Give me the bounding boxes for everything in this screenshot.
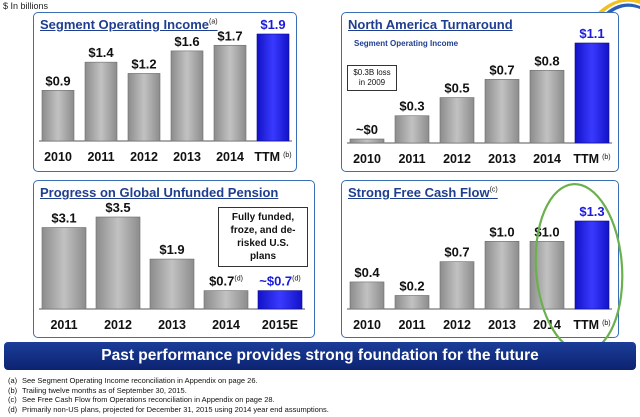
value-label: $3.1 xyxy=(51,211,76,226)
category-label: 2012 xyxy=(443,318,471,332)
value-label: $0.7 xyxy=(444,245,469,260)
panel-subtitle: Segment Operating Income xyxy=(354,39,459,48)
category-label: 2011 xyxy=(398,318,425,332)
panel-segment-operating-income: Segment Operating Income(a) $0.9 2010 $1.4… xyxy=(33,12,297,172)
bar-2013 xyxy=(484,79,520,144)
category-label: 2010 xyxy=(353,318,381,332)
category-label: 2014 xyxy=(533,152,561,166)
funded-plans-annotation: Fully funded, froze, and de-risked U.S. … xyxy=(218,207,308,267)
category-label: 2014 xyxy=(533,318,561,332)
footnote: (a) See Segment Operating Income reconcil… xyxy=(8,376,258,385)
value-label: ~$0.7(d) xyxy=(259,274,300,289)
chart-north-america-turnaround: ~$0 2010 $0.3 2011 $0.5 2012 $0.7 2013 $0.8 2014 $… xyxy=(347,26,612,166)
category-label: 2012 xyxy=(104,318,132,332)
category-label: TTM (b) xyxy=(573,318,610,332)
chart-strong-free-cash-flow: $0.4 2010 $0.2 2011 $0.7 2012 $1.0 2013 $1.0 2014… xyxy=(347,204,612,332)
value-label: $0.5 xyxy=(444,81,469,96)
category-label: 2010 xyxy=(44,150,72,164)
category-label: 2015E xyxy=(262,318,298,332)
bar-2014 xyxy=(529,69,565,144)
value-label: $1.4 xyxy=(88,45,114,60)
bar-2010 xyxy=(41,90,75,142)
bar-2012 xyxy=(127,73,161,142)
category-label: 2011 xyxy=(398,152,425,166)
category-label: 2012 xyxy=(443,152,471,166)
value-label: $3.5 xyxy=(105,200,130,215)
value-label: $1.1 xyxy=(579,26,604,41)
bar-2014 xyxy=(213,44,247,142)
bar-2014 xyxy=(529,241,565,310)
bar-2011 xyxy=(84,61,118,142)
footnote: (c) See Free Cash Flow from Operations re… xyxy=(8,395,275,404)
bar-2010 xyxy=(349,138,385,144)
category-label: 2014 xyxy=(216,150,244,164)
chart-segment-operating-income: $0.9 2010 $1.4 2011 $1.2 2012 $1.6 2013 $1.7 2014… xyxy=(39,17,292,164)
summary-banner: Past performance provides strong foundat… xyxy=(4,342,636,370)
bar-2015e xyxy=(257,290,303,310)
bar-2012 xyxy=(439,261,475,310)
value-label: $1.0 xyxy=(534,224,559,239)
category-label: 2010 xyxy=(353,152,381,166)
bar-2011 xyxy=(394,295,430,310)
value-label: $1.2 xyxy=(131,56,156,71)
value-label: $0.8 xyxy=(534,53,559,68)
bar-ttm xyxy=(256,33,290,142)
unit-label: $ In billions xyxy=(3,1,49,11)
panel-title: North America Turnaround xyxy=(348,17,513,32)
category-label: 2013 xyxy=(158,318,186,332)
value-label: $0.3 xyxy=(399,99,424,114)
bar-2013 xyxy=(484,241,520,310)
bar-2011 xyxy=(394,115,430,144)
category-label: 2012 xyxy=(130,150,158,164)
bar-ttm xyxy=(574,42,610,144)
footnote: (d) Primarily non-US plans, projected for… xyxy=(8,404,329,414)
value-label: $1.9 xyxy=(260,17,285,32)
category-label: 2011 xyxy=(87,150,114,164)
value-label: ~$0 xyxy=(356,122,378,137)
category-label: TTM (b) xyxy=(254,150,291,164)
value-label: $0.9 xyxy=(45,73,70,88)
bar-2011 xyxy=(41,227,87,310)
category-label: TTM (b) xyxy=(573,152,610,166)
bar-2013 xyxy=(170,50,204,142)
value-label: $1.6 xyxy=(174,34,199,49)
category-label: 2013 xyxy=(488,152,516,166)
panel-title: Segment Operating Income(a) xyxy=(40,17,218,32)
bar-2012 xyxy=(95,216,141,310)
footnote: (b) Trailing twelve months as of Septembe… xyxy=(8,385,187,395)
category-label: 2011 xyxy=(50,318,77,332)
footnotes: (a) See Segment Operating Income reconcil… xyxy=(8,376,329,414)
chart-global-unfunded-pension: $3.1 2011 $3.5 2012 $1.9 2013 $0.7(d) 2014 ~$0.7… xyxy=(39,200,305,332)
value-label: $1.0 xyxy=(489,224,514,239)
loss-annotation: $0.3B loss in 2009 xyxy=(347,65,397,91)
bar-2014 xyxy=(203,290,249,310)
panel-title: Progress on Global Unfunded Pension xyxy=(40,185,279,200)
value-label: $0.7(d) xyxy=(209,274,243,289)
value-label: $0.7 xyxy=(489,62,514,77)
category-label: 2014 xyxy=(212,318,240,332)
value-label: $0.4 xyxy=(354,265,380,280)
category-label: 2013 xyxy=(488,318,516,332)
category-label: 2013 xyxy=(173,150,201,164)
bar-2012 xyxy=(439,97,475,144)
bar-2010 xyxy=(349,281,385,310)
value-label: $1.3 xyxy=(579,204,604,219)
value-label: $1.7 xyxy=(217,28,242,43)
panel-global-unfunded-pension: Progress on Global Unfunded Pension Full… xyxy=(33,180,315,338)
panel-title: Strong Free Cash Flow(c) xyxy=(348,185,498,200)
value-label: $0.2 xyxy=(399,278,424,293)
panel-north-america-turnaround: North America Turnaround Segment Operati… xyxy=(341,12,619,172)
panel-strong-free-cash-flow: Strong Free Cash Flow(c) $0.4 2010 $0.2 201… xyxy=(341,180,619,338)
bar-ttm xyxy=(574,220,610,310)
bar-2013 xyxy=(149,258,195,310)
value-label: $1.9 xyxy=(159,242,184,257)
